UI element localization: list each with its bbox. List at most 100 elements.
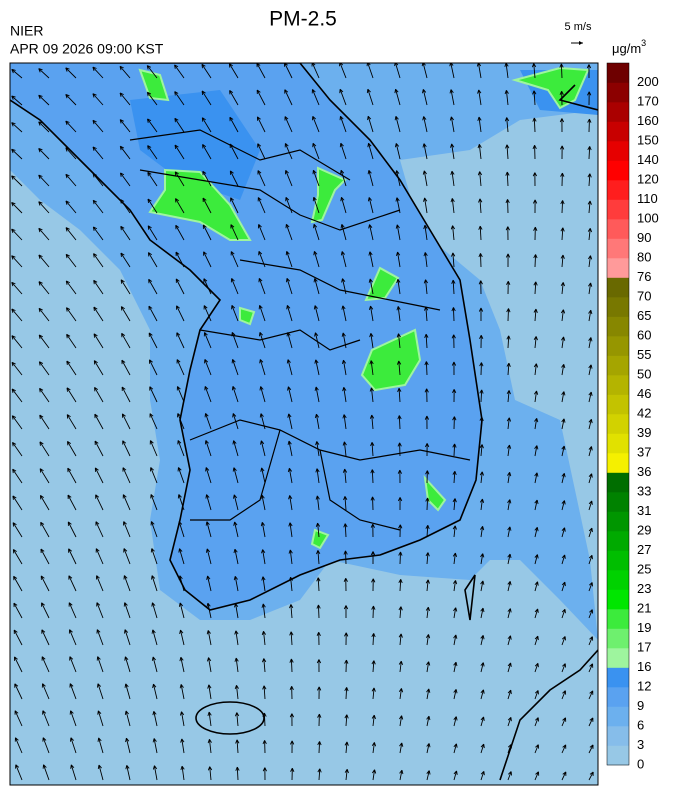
wind-arrow <box>121 359 131 376</box>
wind-reference-label: 5 m/s <box>565 21 592 33</box>
wind-arrow <box>315 495 320 511</box>
wind-arrow <box>507 581 512 592</box>
wind-arrow <box>121 413 131 430</box>
wind-arrow <box>314 332 320 349</box>
wind-arrow <box>532 117 537 133</box>
wind-arrow <box>479 335 484 349</box>
wind-arrow <box>122 521 131 538</box>
wind-arrow <box>12 441 23 457</box>
wind-arrow <box>532 199 538 214</box>
wind-arrow <box>125 737 131 754</box>
wind-arrow <box>228 63 239 79</box>
wind-arrow <box>260 467 266 484</box>
wind-arrow <box>367 115 374 133</box>
wind-arrow <box>316 604 321 619</box>
wind-arrow <box>507 744 512 754</box>
wind-arrow <box>480 689 485 700</box>
wind-arrow <box>96 629 104 646</box>
wind-arrow <box>262 740 267 754</box>
wind-arrow <box>289 740 295 754</box>
wind-arrow <box>587 173 592 187</box>
wind-arrow <box>315 441 320 457</box>
wind-arrow <box>232 413 239 430</box>
wind-arrow <box>480 607 485 619</box>
color-box <box>607 472 629 493</box>
wind-arrow <box>561 608 566 619</box>
wind-arrow <box>205 548 212 565</box>
wind-arrow <box>120 252 131 268</box>
wind-arrow <box>506 444 512 457</box>
wind-arrow <box>93 279 104 295</box>
wind-arrow <box>179 711 185 727</box>
wind-arrow <box>453 661 458 673</box>
wind-arrow <box>180 765 185 781</box>
color-box <box>607 745 629 766</box>
wind-arrow <box>38 94 50 106</box>
wind-arrow <box>262 712 267 727</box>
color-box <box>607 609 629 629</box>
wind-arrow <box>398 688 404 700</box>
wind-arrow <box>235 739 240 754</box>
wind-arrow <box>317 686 322 700</box>
wind-arrow <box>150 467 158 484</box>
wind-arrow <box>152 710 158 727</box>
wind-arrow <box>343 496 348 511</box>
wind-arrow <box>261 630 266 646</box>
wind-arrow <box>533 254 538 268</box>
wind-arrow <box>480 635 485 646</box>
wind-arrow <box>425 579 430 592</box>
wind-arrow <box>534 690 539 700</box>
colorbar-label: 55 <box>637 347 651 362</box>
wind-arrow <box>122 467 131 484</box>
wind-arrow <box>587 255 593 268</box>
colorbar-label: 110 <box>637 191 658 206</box>
wind-arrow <box>175 251 185 268</box>
wind-arrow <box>425 552 430 565</box>
wind-arrow <box>424 388 429 403</box>
wind-arrow <box>146 65 158 79</box>
wind-arrow <box>13 575 23 592</box>
wind-arrow <box>204 359 212 376</box>
wind-arrow <box>395 224 401 241</box>
wind-arrow <box>534 472 539 484</box>
wind-arrow <box>561 391 566 403</box>
wind-arrow <box>92 226 104 241</box>
wind-arrow <box>561 418 566 430</box>
coastline <box>10 63 598 781</box>
wind-arrow <box>588 473 593 484</box>
wind-arrow <box>587 91 592 106</box>
color-box <box>607 258 629 278</box>
wind-arrow <box>234 657 239 673</box>
wind-arrow <box>588 744 594 754</box>
colorbar-label: 16 <box>637 659 651 674</box>
wind-reference-arrow <box>571 41 583 45</box>
wind-arrow <box>532 90 537 106</box>
wind-arrow <box>507 662 512 673</box>
wind-arrow <box>39 468 50 484</box>
wind-arrow <box>449 116 455 133</box>
wind-arrow <box>313 250 320 268</box>
wind-arrow <box>11 202 23 214</box>
wind-arrow <box>559 118 565 133</box>
wind-arrow <box>422 89 428 106</box>
colorbar-label: 60 <box>637 327 651 342</box>
wind-arrow <box>231 359 239 376</box>
wind-arrow <box>232 440 239 457</box>
wind-arrow <box>174 91 185 106</box>
wind-arrow <box>65 200 77 214</box>
wind-arrow <box>11 281 23 295</box>
wind-arrow <box>449 89 455 106</box>
wind-arrow <box>177 440 185 457</box>
wind-arrow <box>11 308 23 322</box>
wind-arrow <box>65 93 77 106</box>
wind-arrow <box>38 147 50 160</box>
wind-arrow <box>147 198 158 214</box>
wind-arrow <box>95 521 104 538</box>
wind-arrow <box>561 472 566 484</box>
wind-arrow <box>287 467 293 484</box>
wind-arrow <box>39 494 50 511</box>
wind-arrow <box>424 333 429 349</box>
wind-arrow <box>368 305 374 322</box>
colorbar-label: 70 <box>637 288 651 303</box>
